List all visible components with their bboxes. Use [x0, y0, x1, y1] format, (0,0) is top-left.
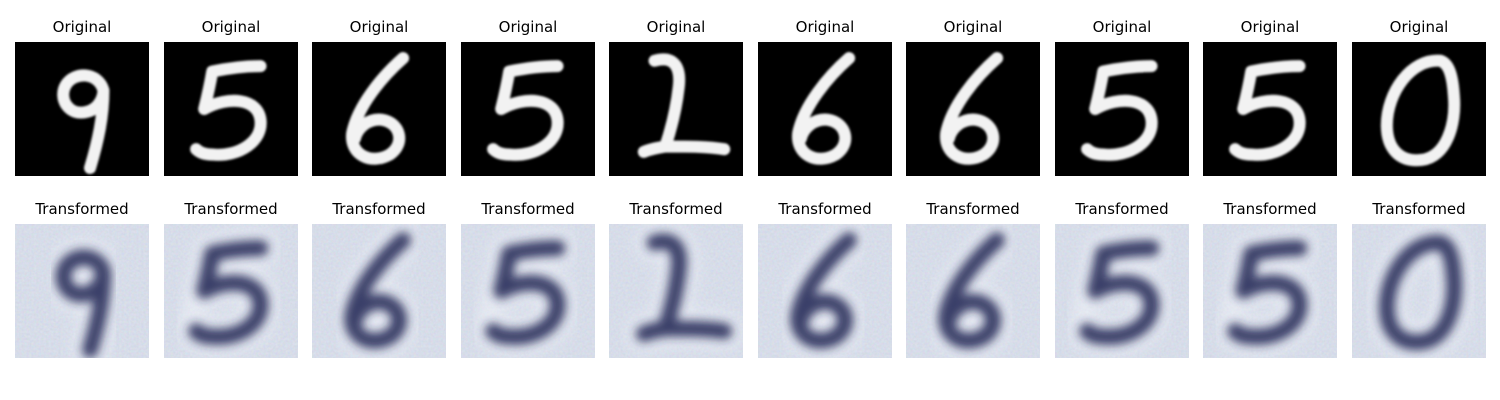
transformed-cell: Transformed	[1203, 198, 1337, 358]
original-digit-image	[15, 42, 149, 176]
transformed-cell: Transformed	[1055, 198, 1189, 358]
transformed-digit-image	[15, 224, 149, 358]
transformed-title: Transformed	[926, 200, 1020, 218]
original-digit-image	[609, 42, 743, 176]
transformed-cell: Transformed	[312, 198, 446, 358]
original-title: Original	[201, 18, 261, 36]
original-title: Original	[52, 18, 112, 36]
transformed-title: Transformed	[184, 200, 278, 218]
transformed-cell: Transformed	[164, 198, 298, 358]
transformed-digit-image	[1352, 224, 1486, 358]
original-cell: Original	[1055, 16, 1189, 176]
transformed-cell: Transformed	[15, 198, 149, 358]
original-cell: Original	[1352, 16, 1486, 176]
transformed-digit-image	[609, 224, 743, 358]
original-title: Original	[498, 18, 558, 36]
original-title: Original	[943, 18, 1003, 36]
original-cell: Original	[758, 16, 892, 176]
transformed-digit-image	[164, 224, 298, 358]
original-cell: Original	[1203, 16, 1337, 176]
original-digit-image	[1203, 42, 1337, 176]
transformed-title: Transformed	[778, 200, 872, 218]
original-cell: Original	[15, 16, 149, 176]
transformed-title: Transformed	[629, 200, 723, 218]
original-title: Original	[1240, 18, 1300, 36]
original-title: Original	[1389, 18, 1449, 36]
transformed-title: Transformed	[332, 200, 426, 218]
transformed-cell: Transformed	[758, 198, 892, 358]
transformed-row: Transformed Transformed Transformed Transfo…	[15, 198, 1486, 358]
original-cell: Original	[164, 16, 298, 176]
original-title: Original	[646, 18, 706, 36]
transformed-cell: Transformed	[906, 198, 1040, 358]
transformed-digit-image	[461, 224, 595, 358]
original-digit-image	[1352, 42, 1486, 176]
transformed-digit-image	[1203, 224, 1337, 358]
original-title: Original	[795, 18, 855, 36]
original-cell: Original	[312, 16, 446, 176]
original-digit-image	[758, 42, 892, 176]
transformed-title: Transformed	[481, 200, 575, 218]
original-digit-image	[1055, 42, 1189, 176]
transformed-cell: Transformed	[461, 198, 595, 358]
original-title: Original	[1092, 18, 1152, 36]
original-title: Original	[349, 18, 409, 36]
original-row: Original Original Original Original Original…	[15, 16, 1486, 176]
transformed-cell: Transformed	[1352, 198, 1486, 358]
original-digit-image	[461, 42, 595, 176]
transformed-title: Transformed	[1223, 200, 1317, 218]
transformed-cell: Transformed	[609, 198, 743, 358]
original-cell: Original	[609, 16, 743, 176]
original-cell: Original	[906, 16, 1040, 176]
original-digit-image	[164, 42, 298, 176]
original-digit-image	[312, 42, 446, 176]
transformed-digit-image	[312, 224, 446, 358]
transformed-digit-image	[906, 224, 1040, 358]
transformed-digit-image	[758, 224, 892, 358]
original-digit-image	[906, 42, 1040, 176]
original-cell: Original	[461, 16, 595, 176]
transformed-title: Transformed	[1372, 200, 1466, 218]
transformed-title: Transformed	[1075, 200, 1169, 218]
transformed-digit-image	[1055, 224, 1189, 358]
transformed-title: Transformed	[35, 200, 129, 218]
